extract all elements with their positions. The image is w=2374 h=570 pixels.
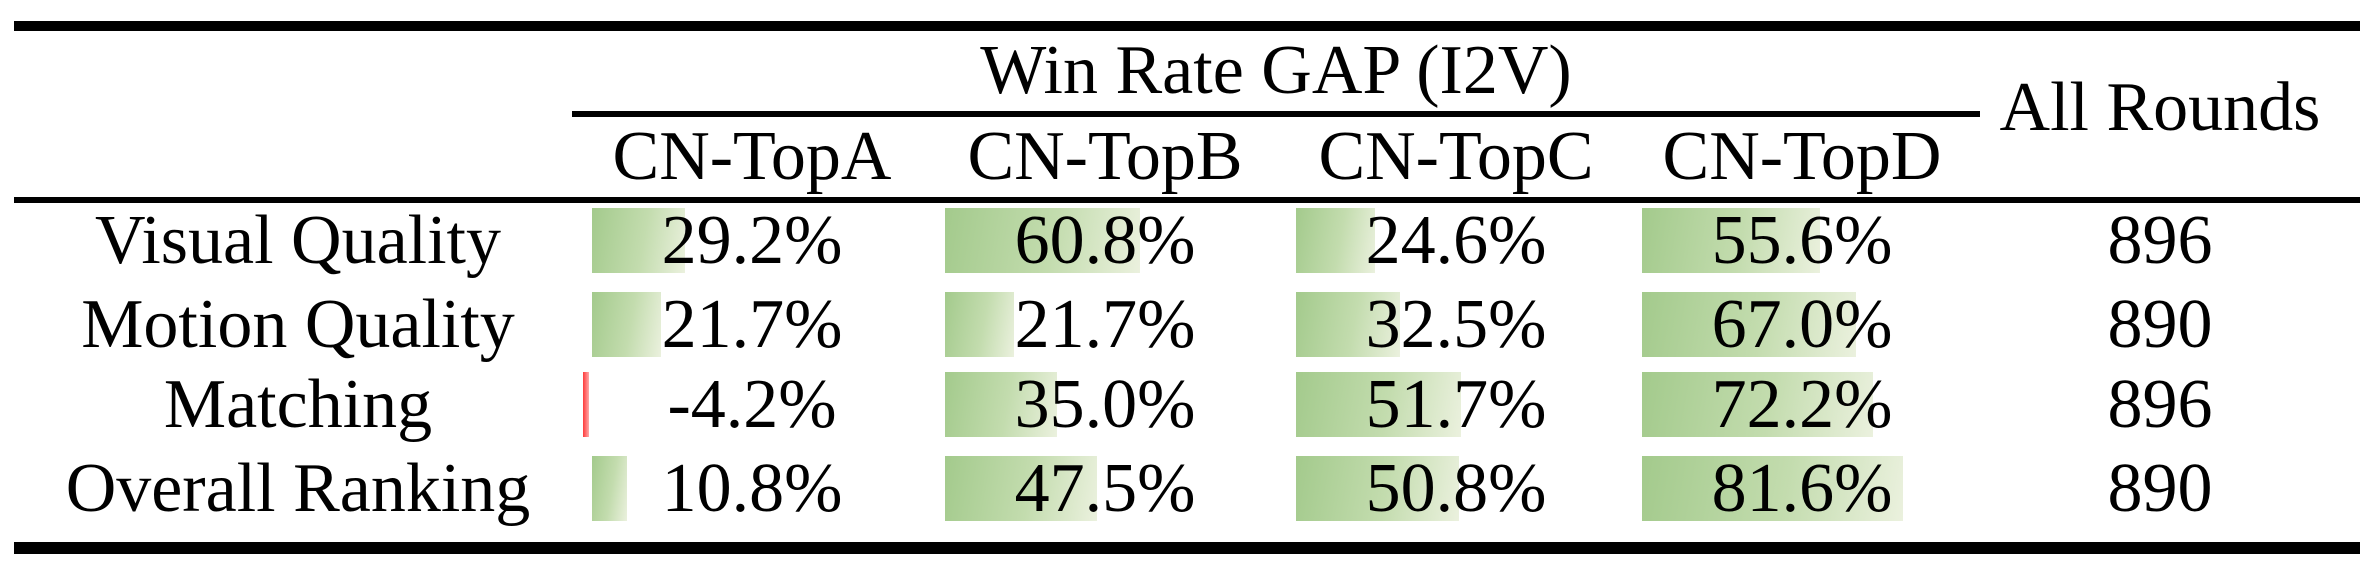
value-cell: 21.7% bbox=[945, 285, 1265, 363]
value-cell: -4.2% bbox=[583, 365, 912, 443]
table-row-motion-quality: Motion Quality 21.7% 21.7% 32.5% 67.0% 8… bbox=[0, 285, 2374, 363]
value-cell: 81.6% bbox=[1642, 449, 1962, 527]
row-label: Visual Quality bbox=[94, 201, 502, 279]
all-rounds-value: 896 bbox=[2107, 365, 2213, 443]
top-rule bbox=[14, 21, 2360, 31]
value-text: 35.0% bbox=[1014, 365, 1196, 443]
data-bar bbox=[1296, 292, 1400, 357]
group-header: Win Rate GAP (I2V) bbox=[980, 32, 1572, 109]
data-bar bbox=[945, 208, 1140, 273]
value-text: 24.6% bbox=[1365, 201, 1547, 279]
data-bar bbox=[945, 456, 1097, 521]
value-cell: 55.6% bbox=[1642, 201, 1962, 279]
value-cell: 10.8% bbox=[592, 449, 912, 527]
data-bar bbox=[945, 372, 1057, 437]
value-cell: 72.2% bbox=[1642, 365, 1962, 443]
table-row-overall-ranking: Overall Ranking 10.8% 47.5% 50.8% 81.6% … bbox=[0, 449, 2374, 527]
value-text: 32.5% bbox=[1365, 285, 1547, 363]
all-rounds-value: 890 bbox=[2107, 449, 2213, 527]
data-bar bbox=[1642, 456, 1903, 521]
data-bar bbox=[592, 456, 627, 521]
data-bar bbox=[592, 208, 685, 273]
value-text: 67.0% bbox=[1711, 285, 1893, 363]
value-text: 21.7% bbox=[1014, 285, 1196, 363]
column-header-cn-topb: CN-TopB bbox=[967, 118, 1243, 195]
value-text: 21.7% bbox=[661, 285, 843, 363]
value-cell: 50.8% bbox=[1296, 449, 1616, 527]
bottom-rule bbox=[14, 542, 2360, 554]
value-cell: 29.2% bbox=[592, 201, 912, 279]
all-rounds-value: 896 bbox=[2107, 201, 2213, 279]
data-bar bbox=[945, 292, 1014, 357]
value-cell: 47.5% bbox=[945, 449, 1265, 527]
data-bar bbox=[1642, 372, 1873, 437]
group-header-underline-rule bbox=[572, 111, 1980, 117]
value-text: 47.5% bbox=[1014, 449, 1196, 527]
data-bar bbox=[583, 372, 589, 437]
value-cell: 51.7% bbox=[1296, 365, 1616, 443]
value-text: 60.8% bbox=[1014, 201, 1196, 279]
value-cell: 32.5% bbox=[1296, 285, 1616, 363]
value-text: 55.6% bbox=[1711, 201, 1893, 279]
data-bar bbox=[1642, 292, 1856, 357]
row-label: Matching bbox=[163, 365, 433, 443]
data-bar bbox=[592, 292, 661, 357]
value-text: 72.2% bbox=[1711, 365, 1893, 443]
value-text: 50.8% bbox=[1365, 449, 1547, 527]
all-rounds-value: 890 bbox=[2107, 285, 2213, 363]
data-bar bbox=[1296, 208, 1375, 273]
column-header-cn-topc: CN-TopC bbox=[1318, 118, 1594, 195]
data-bar bbox=[1642, 208, 1820, 273]
value-text: 51.7% bbox=[1365, 365, 1547, 443]
table-row-matching: Matching -4.2% 35.0% 51.7% 72.2% 896 bbox=[0, 365, 2374, 443]
value-text: 81.6% bbox=[1711, 449, 1893, 527]
row-label: Overall Ranking bbox=[65, 449, 531, 527]
table-row-visual-quality: Visual Quality 29.2% 60.8% 24.6% 55.6% 8… bbox=[0, 201, 2374, 279]
header-separator-rule bbox=[14, 197, 2360, 203]
all-rounds-header: All Rounds bbox=[1999, 69, 2321, 146]
data-bar bbox=[1296, 456, 1459, 521]
value-text: 10.8% bbox=[661, 449, 843, 527]
value-cell: 35.0% bbox=[945, 365, 1265, 443]
value-cell: 24.6% bbox=[1296, 201, 1616, 279]
value-text: -4.2% bbox=[667, 365, 837, 443]
row-label: Motion Quality bbox=[81, 285, 515, 363]
value-cell: 21.7% bbox=[592, 285, 912, 363]
value-text: 29.2% bbox=[661, 201, 843, 279]
data-bar bbox=[1296, 372, 1461, 437]
value-cell: 60.8% bbox=[945, 201, 1265, 279]
column-header-cn-topa: CN-TopA bbox=[612, 118, 892, 195]
value-cell: 67.0% bbox=[1642, 285, 1962, 363]
column-header-cn-topd: CN-TopD bbox=[1662, 118, 1942, 195]
